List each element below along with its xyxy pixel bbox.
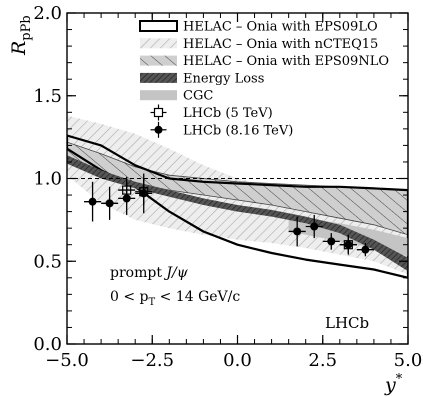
- point-816tev-4: [288, 216, 306, 247]
- data-points: [84, 173, 374, 257]
- x-tick-label: −5.0: [45, 350, 89, 371]
- x-tick-label: 0.0: [223, 350, 252, 371]
- legend-item-5: LHCb (5 TeV): [150, 104, 273, 121]
- legend-item-4: CGC: [140, 89, 213, 104]
- x-tick-label: 2.5: [308, 350, 337, 371]
- annotation-lhcb: LHCb: [325, 314, 369, 332]
- point-816tev-5: [305, 214, 323, 239]
- annotation-prompt-jpsi: prompt J/ψ: [110, 265, 189, 281]
- legend-swatch: [139, 20, 178, 32]
- legend-label: Energy Loss: [183, 71, 264, 86]
- point-5tev-0: [118, 176, 136, 204]
- point-5tev-2: [339, 234, 357, 255]
- marker-open: [139, 187, 149, 197]
- y-axis-label: RpPb: [8, 15, 34, 56]
- axis-ticks: −5.0 −2.5 0.0 2.5 5.0 0.0 0.5 1.0 1.5 2.0: [33, 3, 422, 371]
- y-tick-label: 1.5: [33, 86, 62, 107]
- legend-marker: [154, 125, 163, 134]
- marker-open: [122, 185, 132, 195]
- legend-item-0: HELAC – Onia with EPS09LO: [139, 20, 378, 35]
- x-tick-label: 5.0: [394, 350, 423, 371]
- legend-swatch: [140, 55, 177, 66]
- legend-label: HELAC – Onia with EPS09LO: [183, 20, 378, 35]
- legend-item-2: HELAC – Onia with EPS09NLO: [140, 54, 389, 69]
- x-axis-label: y*: [384, 372, 403, 396]
- legend-label: HELAC – Onia with EPS09NLO: [183, 54, 389, 69]
- legend-item-6: LHCb (8.16 TeV): [150, 121, 293, 138]
- y-tick-label: 1.0: [33, 169, 62, 190]
- marker-filled: [327, 237, 336, 246]
- point-816tev-1: [101, 186, 119, 220]
- marker-filled: [361, 245, 370, 254]
- point-816tev-8: [356, 243, 374, 257]
- theory-bands: [67, 115, 408, 279]
- annotation-pt-range: 0 < pT < 14 GeV/c: [110, 289, 240, 308]
- legend-swatch: [140, 38, 177, 49]
- legend-label: LHCb (5 TeV): [183, 106, 273, 121]
- legend-label: HELAC – Onia with nCTEQ15: [183, 37, 378, 52]
- band-2: [67, 134, 408, 279]
- marker-filled: [310, 222, 319, 231]
- legend-item-3: Energy Loss: [140, 71, 264, 86]
- marker-open: [343, 240, 353, 250]
- legend: HELAC – Onia with EPS09LO HELAC – Onia wi…: [139, 20, 389, 138]
- legend-label: LHCb (8.16 TeV): [183, 123, 293, 138]
- x-tick-label: −2.5: [130, 350, 174, 371]
- marker-filled: [293, 227, 302, 236]
- point-816tev-0: [84, 181, 102, 222]
- legend-swatch: [140, 90, 177, 101]
- y-tick-label: 2.0: [33, 3, 62, 24]
- point-816tev-6: [322, 233, 340, 250]
- legend-swatch: [140, 72, 177, 83]
- marker-filled: [88, 197, 97, 206]
- legend-item-1: HELAC – Onia with nCTEQ15: [140, 37, 378, 52]
- legend-marker: [153, 107, 164, 118]
- marker-filled: [105, 199, 114, 208]
- legend-label: CGC: [183, 89, 213, 104]
- y-tick-label: 0.0: [33, 334, 62, 355]
- point-5tev-1: [135, 178, 153, 205]
- y-tick-label: 0.5: [33, 251, 62, 272]
